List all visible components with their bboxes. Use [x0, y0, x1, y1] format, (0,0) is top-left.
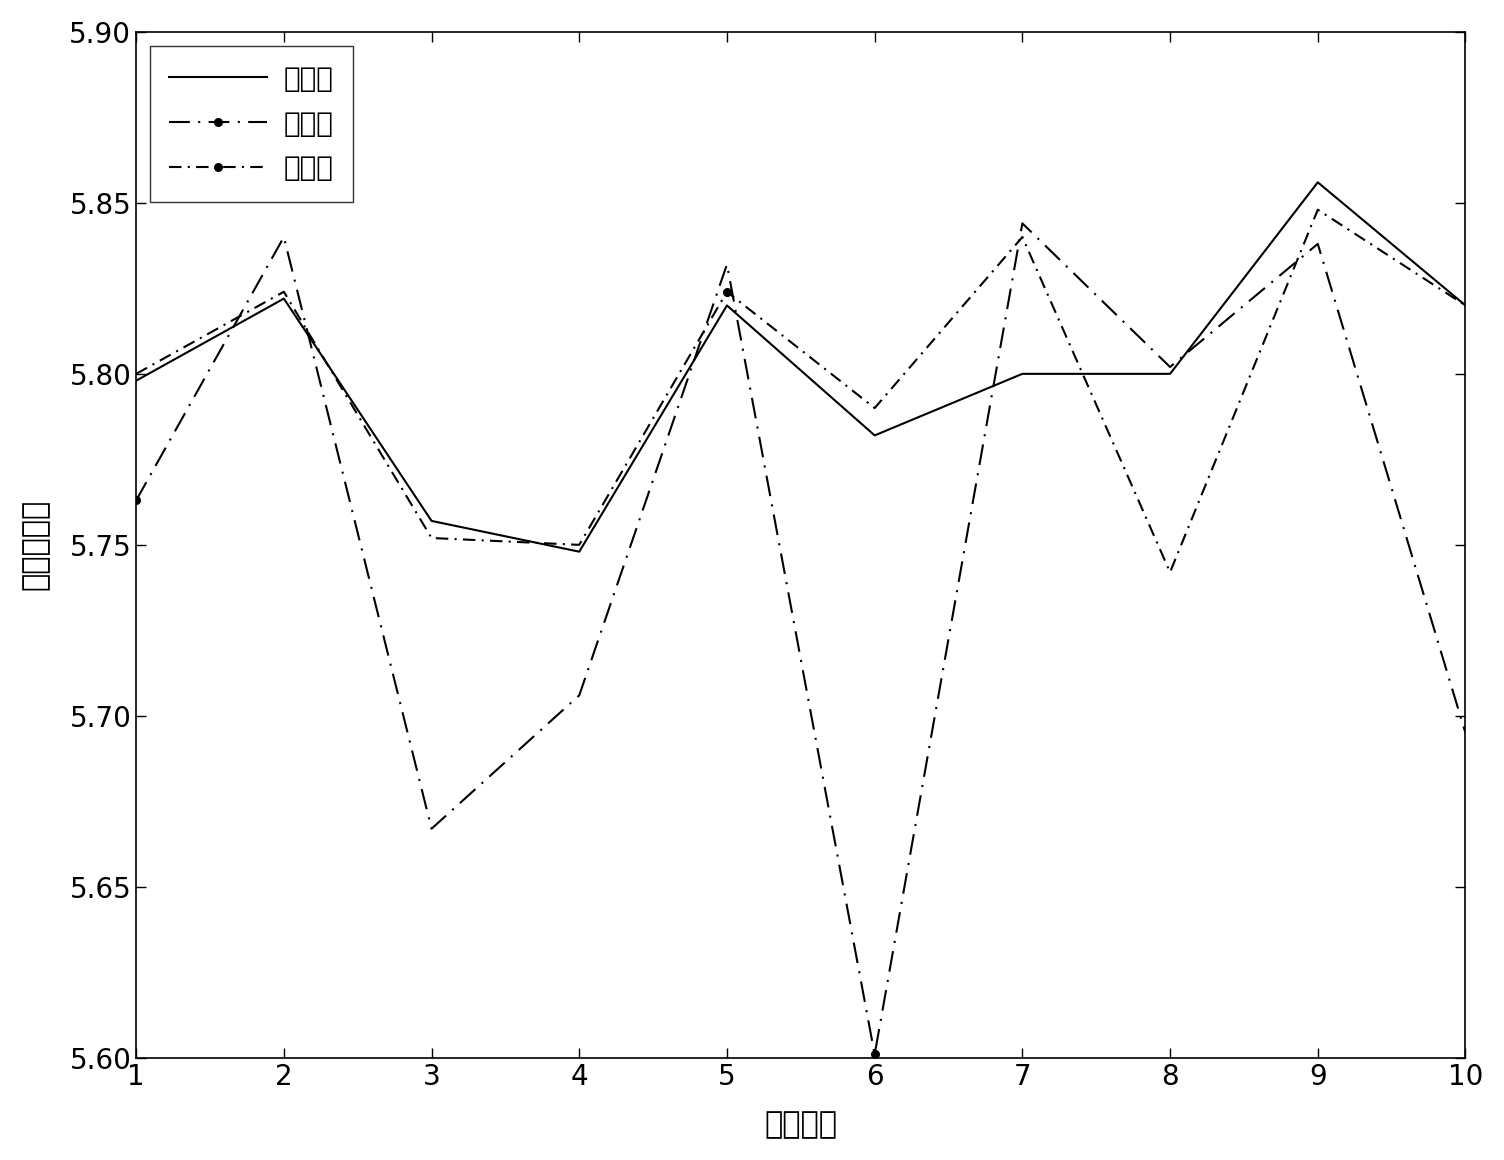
直升机: [128, 367, 146, 380]
喷气式: [1161, 367, 1179, 380]
螺旋桨: [1308, 237, 1327, 251]
直升机: [570, 538, 588, 552]
喷气式: [423, 514, 441, 528]
螺旋桨: [866, 1047, 884, 1061]
Line: 喷气式: 喷气式: [137, 182, 1465, 552]
螺旋桨: [1014, 217, 1032, 231]
直升机: [1014, 230, 1032, 244]
螺旋桨: [570, 688, 588, 702]
直升机: [275, 285, 293, 299]
喷气式: [717, 298, 735, 312]
X-axis label: 样本编号: 样本编号: [764, 1110, 838, 1139]
螺旋桨: [717, 258, 735, 271]
直升机: [1456, 298, 1474, 312]
喷气式: [866, 428, 884, 442]
螺旋桨: [275, 230, 293, 244]
喷气式: [128, 374, 146, 387]
Legend: 喷气式, 螺旋桨, 直升机: 喷气式, 螺旋桨, 直升机: [150, 45, 352, 202]
直升机: [717, 285, 735, 299]
喷气式: [1456, 298, 1474, 312]
直升机: [1161, 565, 1179, 579]
直升机: [1308, 203, 1327, 217]
Line: 螺旋桨: 螺旋桨: [132, 219, 1469, 1058]
喷气式: [1308, 175, 1327, 189]
螺旋桨: [128, 493, 146, 507]
Line: 直升机: 直升机: [132, 205, 1469, 577]
喷气式: [570, 545, 588, 559]
喷气式: [275, 291, 293, 305]
螺旋桨: [1161, 360, 1179, 374]
螺旋桨: [423, 821, 441, 835]
喷气式: [1014, 367, 1032, 380]
直升机: [423, 531, 441, 545]
直升机: [866, 401, 884, 415]
螺旋桨: [1456, 726, 1474, 740]
Y-axis label: 时域波形熵: 时域波形熵: [21, 499, 50, 590]
